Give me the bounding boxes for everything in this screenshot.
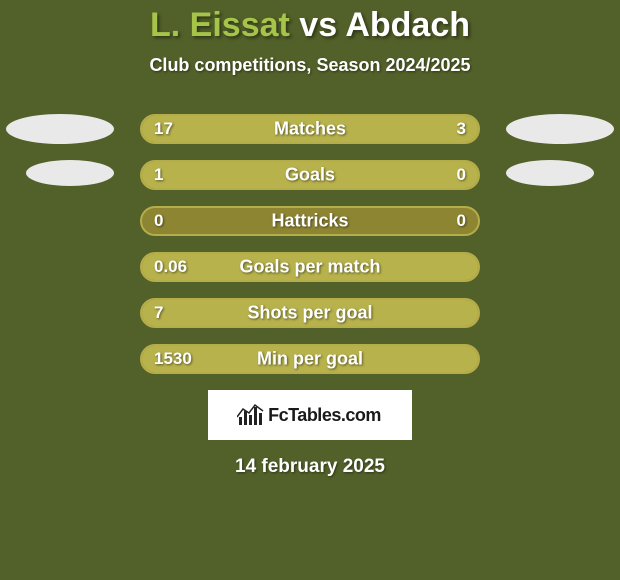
- stat-value-right: 3: [457, 119, 466, 139]
- stat-label: Goals per match: [239, 257, 380, 278]
- stats-container: 17 3 Matches 1 0 Goals 0 0 Hattricks 0.06 Goals pe…: [0, 114, 620, 374]
- stat-row: 7 Shots per goal: [0, 298, 620, 328]
- bar-chart-icon: [239, 405, 262, 425]
- stat-row: 1530 Min per goal: [0, 344, 620, 374]
- stat-bar: 1 0 Goals: [140, 160, 480, 190]
- fctables-badge[interactable]: FcTables.com: [208, 390, 412, 440]
- stat-value-right: 0: [457, 211, 466, 231]
- stat-bar: 0 0 Hattricks: [140, 206, 480, 236]
- stat-bar: 0.06 Goals per match: [140, 252, 480, 282]
- stat-value-left: 1: [154, 165, 163, 185]
- stat-label: Matches: [274, 119, 346, 140]
- vs-text: vs: [299, 6, 337, 44]
- comparison-title: L. Eissat vs Abdach: [0, 0, 620, 45]
- badge-text: FcTables.com: [268, 405, 381, 426]
- player2-name: Abdach: [345, 6, 470, 44]
- stat-bar: 7 Shots per goal: [140, 298, 480, 328]
- stat-value-left: 0: [154, 211, 163, 231]
- stat-label: Shots per goal: [247, 303, 372, 324]
- player1-name: L. Eissat: [150, 6, 290, 44]
- stat-row: 0.06 Goals per match: [0, 252, 620, 282]
- stat-value-left: 1530: [154, 349, 192, 369]
- stat-row: 0 0 Hattricks: [0, 206, 620, 236]
- stat-row: 17 3 Matches: [0, 114, 620, 144]
- stat-label: Goals: [285, 165, 335, 186]
- stat-fill-right: [404, 116, 478, 142]
- subtitle: Club competitions, Season 2024/2025: [0, 55, 620, 76]
- stat-value-left: 7: [154, 303, 163, 323]
- stat-value-left: 0.06: [154, 257, 187, 277]
- stat-label: Min per goal: [257, 349, 363, 370]
- stat-bar: 17 3 Matches: [140, 114, 480, 144]
- date-text: 14 february 2025: [0, 456, 620, 478]
- stat-value-right: 0: [457, 165, 466, 185]
- stat-value-left: 17: [154, 119, 173, 139]
- stat-label: Hattricks: [271, 211, 348, 232]
- stat-bar: 1530 Min per goal: [140, 344, 480, 374]
- stat-row: 1 0 Goals: [0, 160, 620, 190]
